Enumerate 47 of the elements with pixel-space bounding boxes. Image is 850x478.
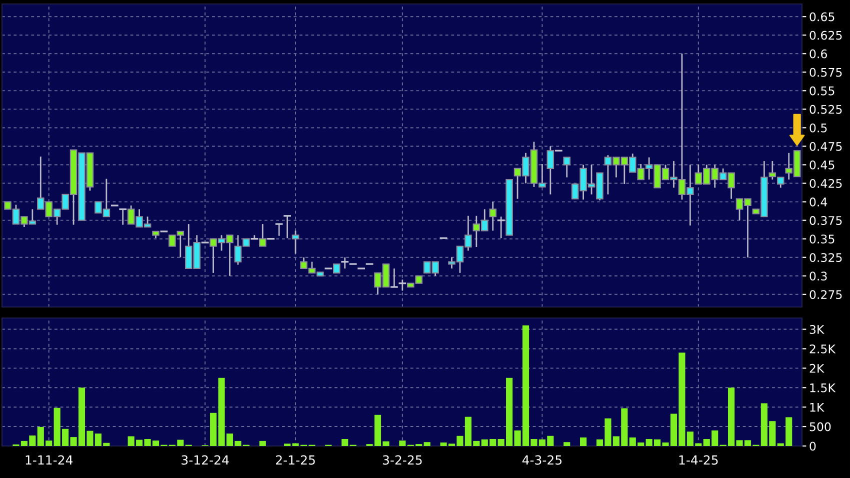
- candlestick: [390, 268, 399, 288]
- candlestick: [118, 208, 128, 226]
- y-tick-label: 0.3: [810, 272, 827, 281]
- y-tick-label: 0: [810, 442, 816, 451]
- y-tick-label: 0.65: [810, 12, 834, 22]
- candlestick: [496, 216, 506, 239]
- y-tick-label: 1K: [810, 402, 824, 412]
- y-tick-label: 0.55: [810, 86, 834, 96]
- bar: [342, 438, 348, 446]
- candlestick: [489, 201, 496, 232]
- candlestick: [282, 215, 292, 239]
- x-tick-label: 2-1-25: [276, 455, 315, 465]
- bar: [399, 440, 406, 446]
- bar: [580, 437, 587, 446]
- y-tick-label: 500: [810, 422, 831, 432]
- y-tick-label: 1.5K: [810, 384, 836, 392]
- y-tick-label: 2.5K: [810, 344, 836, 354]
- bar: [259, 440, 266, 446]
- y-tick-label: 0.45: [810, 160, 834, 170]
- y-tick-label: 0.5: [810, 123, 827, 132]
- bar: [424, 442, 430, 446]
- y-tick-label: 0.575: [810, 68, 842, 77]
- y-tick-label: 0.35: [810, 234, 834, 244]
- candlestick: [340, 256, 350, 270]
- y-tick-label: 0.375: [810, 216, 842, 225]
- candlestick: [292, 230, 300, 254]
- y-tick-label: 0.525: [810, 104, 842, 114]
- y-tick-label: 0.425: [810, 179, 842, 188]
- y-tick-label: 0.4: [810, 198, 828, 206]
- x-tick-label: 1-4-25: [679, 455, 718, 465]
- candlestick: [768, 160, 776, 180]
- x-tick-label: 3-2-25: [382, 455, 422, 465]
- candlestick: [776, 176, 784, 188]
- y-tick-label: 0.325: [810, 253, 842, 262]
- candlestick: [563, 156, 570, 178]
- y-tick-label: 0.625: [810, 30, 842, 40]
- candlestick: [398, 278, 407, 292]
- x-tick-label: 1-11-24: [26, 455, 73, 465]
- candlestick: [274, 223, 284, 237]
- y-tick-label: 0.6: [810, 49, 827, 58]
- y-tick-label: 3K: [810, 325, 824, 334]
- x-tick-label: 4-3-25: [522, 455, 562, 465]
- y-tick-label: 0.475: [810, 142, 842, 151]
- y-tick-label: 2K: [810, 364, 824, 373]
- bar: [564, 442, 570, 446]
- y-tick-label: 0.275: [810, 290, 842, 300]
- x-tick-label: 3-12-24: [182, 455, 229, 465]
